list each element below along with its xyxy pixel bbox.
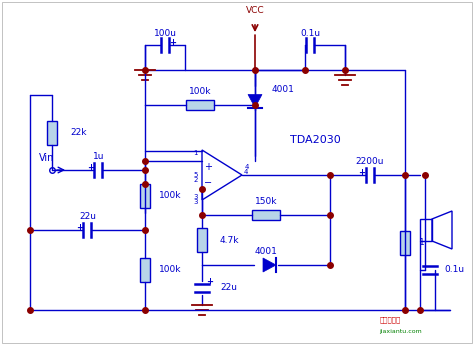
Text: 5: 5 [193,172,198,178]
Text: 100k: 100k [189,87,211,96]
Text: 100k: 100k [159,266,182,275]
Text: +: + [207,277,213,286]
Text: Vin: Vin [39,153,55,163]
Bar [420,219,432,241]
Text: 22k: 22k [70,128,86,137]
Polygon shape [263,258,276,272]
Text: 2: 2 [193,177,198,183]
Bar [197,228,207,252]
Text: 150k: 150k [255,197,277,206]
Text: +: + [170,38,176,47]
Text: 1u: 1u [93,151,104,160]
Text: 0.1u: 0.1u [444,266,464,275]
Bar [400,230,410,255]
Text: 4001: 4001 [272,85,294,94]
Text: 电路一点通: 电路一点通 [379,317,401,323]
Text: 3: 3 [193,194,198,200]
Text: 0.1u: 0.1u [300,29,320,38]
Text: +: + [358,168,365,177]
Text: −: − [204,178,212,188]
Text: 4: 4 [244,169,248,175]
Bar [252,210,280,220]
Text: VCC: VCC [246,6,264,14]
Bar [186,100,214,110]
Text: +: + [87,162,94,171]
Text: 100k: 100k [159,191,182,200]
Bar [47,120,57,145]
Text: 22u: 22u [220,283,237,292]
Text: 4: 4 [245,164,249,170]
Polygon shape [248,95,262,108]
Text: 22u: 22u [79,211,96,220]
Text: 4001: 4001 [255,246,277,256]
Text: 1: 1 [193,150,198,156]
Text: jiaxiantu.com: jiaxiantu.com [379,329,421,335]
Text: 4.7k: 4.7k [220,236,239,245]
Text: 1: 1 [419,238,425,247]
Text: 100u: 100u [154,29,176,38]
Text: TDA2030: TDA2030 [290,135,341,145]
Text: +: + [76,223,83,231]
Bar [140,258,150,282]
Text: 3: 3 [193,199,198,205]
Text: +: + [204,162,212,172]
Bar [140,184,150,207]
Text: 2200u: 2200u [356,157,384,166]
